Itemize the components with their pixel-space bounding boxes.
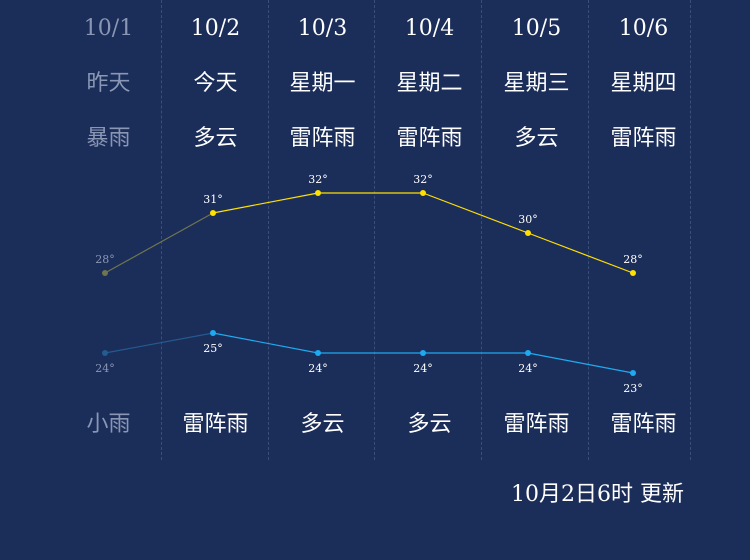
low-temp-point bbox=[210, 330, 216, 336]
low-temp-line-segment bbox=[527, 352, 634, 374]
high-temp-line-segment bbox=[104, 212, 214, 274]
column-divider bbox=[161, 0, 162, 460]
high-temp-label: 28° bbox=[95, 253, 115, 266]
forecast-day-name: 今天 bbox=[193, 71, 238, 96]
high-temp-point bbox=[420, 190, 426, 196]
forecast-night-weather: 雷阵雨 bbox=[503, 412, 570, 437]
temperature-chart: 28° 31° 32° 32° 30° 28° 24° 25° 24° 24° 24° 23° bbox=[95, 173, 643, 395]
forecast-night-weather: 雷阵雨 bbox=[182, 412, 249, 437]
forecast-night-weather: 小雨 bbox=[86, 412, 131, 437]
update-time: 10月2日6时 更新 bbox=[511, 482, 684, 507]
forecast-day-6: 10/6 星期四 雷阵雨 雷阵雨 bbox=[590, 0, 697, 460]
high-temp-label: 30° bbox=[518, 213, 538, 226]
forecast-night-weather: 多云 bbox=[300, 412, 345, 437]
low-temp-point bbox=[525, 350, 531, 356]
high-temp-point bbox=[315, 190, 321, 196]
low-temp-label: 25° bbox=[203, 342, 223, 355]
forecast-day-2: 10/2 今天 多云 雷阵雨 bbox=[162, 0, 269, 460]
high-temp-line-segment bbox=[212, 192, 319, 214]
forecast-day-weather: 多云 bbox=[193, 126, 238, 151]
forecast-day-weather: 雷阵雨 bbox=[610, 126, 677, 151]
forecast-night-weather: 多云 bbox=[407, 412, 452, 437]
column-divider bbox=[690, 0, 691, 460]
column-divider bbox=[374, 0, 375, 460]
low-temp-line-segment bbox=[104, 332, 214, 354]
high-temp-point bbox=[630, 270, 636, 276]
low-temp-label: 24° bbox=[308, 362, 328, 375]
forecast-day-1: 10/1 昨天 暴雨 小雨 bbox=[55, 0, 162, 460]
forecast-date: 10/1 bbox=[83, 16, 134, 41]
high-temp-point bbox=[102, 270, 108, 276]
high-temp-line-segment bbox=[422, 192, 529, 234]
low-temp-line-segment bbox=[212, 332, 319, 354]
high-temp-label: 31° bbox=[203, 193, 223, 206]
forecast-day-4: 10/4 星期二 雷阵雨 多云 bbox=[376, 0, 483, 460]
forecast-day-weather: 雷阵雨 bbox=[289, 126, 356, 151]
forecast-day-weather: 暴雨 bbox=[86, 126, 131, 151]
column-divider bbox=[268, 0, 269, 460]
forecast-day-3: 10/3 星期一 雷阵雨 多云 bbox=[269, 0, 376, 460]
forecast-day-weather: 多云 bbox=[514, 126, 559, 151]
low-temp-point bbox=[102, 350, 108, 356]
forecast-date: 10/5 bbox=[511, 16, 562, 41]
forecast-date: 10/3 bbox=[297, 16, 348, 41]
forecast-day-name: 星期一 bbox=[289, 71, 356, 96]
column-divider bbox=[481, 0, 482, 460]
column-divider bbox=[588, 0, 589, 460]
high-temp-line-segment bbox=[527, 232, 634, 274]
forecast-date: 10/2 bbox=[190, 16, 241, 41]
forecast-day-5: 10/5 星期三 多云 雷阵雨 bbox=[483, 0, 590, 460]
forecast-day-name: 星期三 bbox=[503, 71, 570, 96]
high-temp-label: 32° bbox=[413, 173, 433, 186]
forecast-night-weather: 雷阵雨 bbox=[610, 412, 677, 437]
low-temp-label: 24° bbox=[95, 362, 115, 375]
forecast-day-name: 星期二 bbox=[396, 71, 463, 96]
low-temp-label: 24° bbox=[518, 362, 538, 375]
forecast-day-name: 昨天 bbox=[86, 71, 131, 96]
low-temp-point bbox=[420, 350, 426, 356]
high-temp-label: 32° bbox=[308, 173, 328, 186]
low-temp-point bbox=[315, 350, 321, 356]
low-temp-label: 24° bbox=[413, 362, 433, 375]
high-temp-label: 28° bbox=[623, 253, 643, 266]
low-temp-point bbox=[630, 370, 636, 376]
low-temp-label: 23° bbox=[623, 382, 643, 395]
high-temp-point bbox=[525, 230, 531, 236]
forecast-date: 10/4 bbox=[404, 16, 455, 41]
forecast-day-weather: 雷阵雨 bbox=[396, 126, 463, 151]
high-temp-point bbox=[210, 210, 216, 216]
forecast-date: 10/6 bbox=[618, 16, 669, 41]
forecast-day-name: 星期四 bbox=[610, 71, 677, 96]
